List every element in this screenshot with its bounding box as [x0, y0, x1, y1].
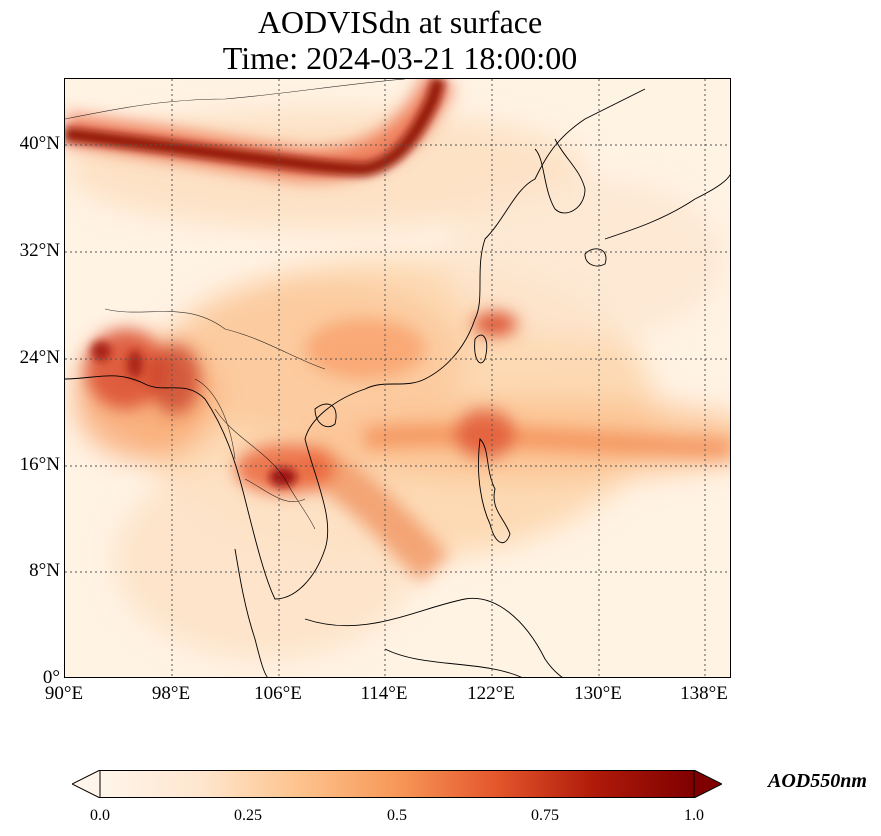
lat-label-40N: 40°N	[19, 133, 60, 154]
colorbar	[72, 770, 722, 798]
lat-label-32N: 32°N	[19, 240, 60, 261]
lat-label-0: 0°	[42, 667, 60, 688]
lon-label-138E: 138°E	[680, 683, 728, 704]
colorbar-gradient	[99, 770, 695, 798]
colorbar-extend-high	[693, 770, 722, 798]
lat-label-8N: 8°N	[29, 560, 60, 581]
lon-label-90E: 90°E	[44, 683, 84, 704]
lat-label-24N: 24°N	[19, 347, 60, 368]
colorbar-label: AOD550nm	[768, 770, 867, 792]
lon-label-106E: 106°E	[254, 683, 302, 704]
aod-field-map	[65, 79, 730, 677]
colorbar-tick-075: 0.75	[531, 807, 559, 824]
title-line-1: AODVISdn at surface	[257, 4, 543, 40]
map-title: AODVISdn at surface Time: 2024-03-21 18:…	[0, 4, 800, 76]
colorbar-tick-025: 0.25	[234, 807, 262, 824]
lat-label-16N: 16°N	[19, 454, 60, 475]
lon-label-98E: 98°E	[151, 683, 191, 704]
colorbar-extend-low	[72, 770, 101, 798]
colorbar-tick-0: 0.0	[90, 807, 110, 824]
title-line-2: Time: 2024-03-21 18:00:00	[222, 40, 578, 76]
colorbar-tick-1: 1.0	[684, 807, 704, 824]
coastlines	[65, 88, 730, 677]
lon-label-114E: 114°E	[360, 683, 408, 704]
country-borders	[65, 79, 406, 530]
map-gridlines	[65, 79, 730, 677]
colorbar-tick-05: 0.5	[387, 807, 407, 824]
lon-label-130E: 130°E	[574, 683, 622, 704]
aod-map-panel	[64, 78, 731, 678]
lon-label-122E: 122°E	[467, 683, 515, 704]
